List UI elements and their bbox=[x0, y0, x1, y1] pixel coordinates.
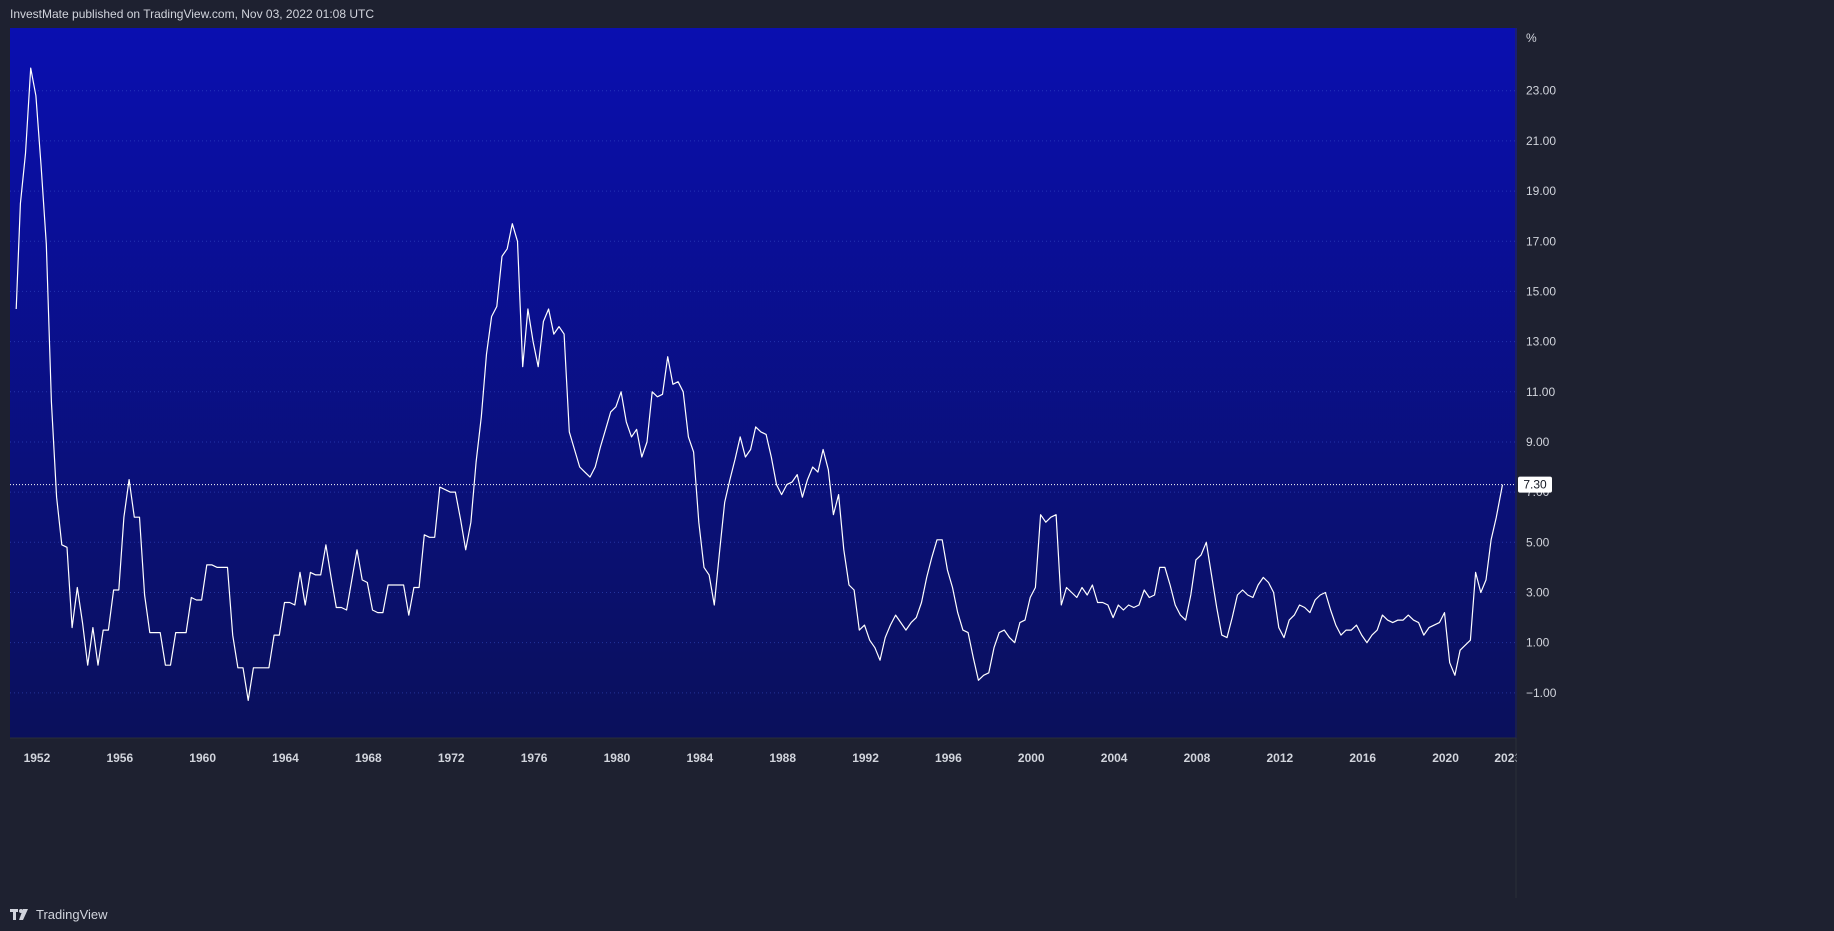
x-tick-label: 1988 bbox=[769, 751, 796, 765]
x-tick-label: 1952 bbox=[24, 751, 51, 765]
x-tick-label: 2016 bbox=[1349, 751, 1376, 765]
y-axis-band bbox=[1517, 28, 1814, 898]
brand-name: TradingView bbox=[36, 907, 108, 922]
x-tick-label: 1968 bbox=[355, 751, 382, 765]
x-tick-label: 2012 bbox=[1266, 751, 1293, 765]
gridlines bbox=[10, 90, 1516, 694]
y-tick-label: 3.00 bbox=[1526, 585, 1550, 599]
y-tick-label: 21.00 bbox=[1526, 134, 1556, 148]
tradingview-logo[interactable]: TradingView bbox=[10, 907, 108, 922]
x-tick-label: 1980 bbox=[604, 751, 631, 765]
x-tick-label: 1992 bbox=[852, 751, 879, 765]
last-value-tag bbox=[1518, 476, 1552, 493]
footer: TradingView bbox=[0, 898, 1834, 931]
x-tick-label: 2008 bbox=[1184, 751, 1211, 765]
y-tick-label: 11.00 bbox=[1526, 385, 1555, 399]
y-tick-label: 13.00 bbox=[1526, 335, 1556, 349]
y-tick-label: 15.00 bbox=[1526, 284, 1556, 298]
x-tick-label: 1964 bbox=[272, 751, 299, 765]
inflation-line-chart[interactable]: 1952 1956 1960 1964 1968 1972 1976 1980 1984 1988… bbox=[10, 28, 1814, 898]
x-tick-label: 1996 bbox=[935, 751, 962, 765]
series-group bbox=[15, 67, 1504, 701]
x-axis-band bbox=[10, 738, 1814, 898]
publish-header: InvestMate published on TradingView.com,… bbox=[0, 0, 1834, 28]
tradingview-logo-icon bbox=[10, 908, 32, 922]
y-tick-label: −1.00 bbox=[1526, 686, 1557, 700]
y-unit-label: % bbox=[1526, 31, 1537, 45]
y-tick-label: 9.00 bbox=[1526, 435, 1550, 449]
inflation-series-line bbox=[15, 67, 1504, 701]
x-tick-label: 1960 bbox=[189, 751, 216, 765]
y-tick-label: 19.00 bbox=[1526, 184, 1556, 198]
y-tick-label: 1.00 bbox=[1526, 636, 1550, 650]
last-value-group: 7.30 bbox=[10, 476, 1552, 493]
x-tick-label: 2023 bbox=[1494, 751, 1521, 765]
x-tick-label: 1956 bbox=[106, 751, 133, 765]
last-value-label: 7.30 bbox=[1523, 478, 1547, 492]
chart-frame[interactable]: 1952 1956 1960 1964 1968 1972 1976 1980 1984 1988… bbox=[10, 28, 1814, 898]
x-tick-label: 1984 bbox=[686, 751, 713, 765]
x-tick-label: 2000 bbox=[1018, 751, 1045, 765]
x-tick-label: 1972 bbox=[438, 751, 465, 765]
y-tick-label: 23.00 bbox=[1526, 84, 1556, 98]
x-tick-label: 1976 bbox=[521, 751, 548, 765]
y-axis: −1.001.003.005.007.009.0011.0013.0015.00… bbox=[1515, 28, 1814, 898]
x-axis: 1952 1956 1960 1964 1968 1972 1976 1980 1984 1988… bbox=[10, 737, 1814, 898]
x-tick-label: 2020 bbox=[1432, 751, 1459, 765]
y-tick-label: 17.00 bbox=[1526, 234, 1556, 248]
x-tick-label: 2004 bbox=[1101, 751, 1128, 765]
publish-text: InvestMate published on TradingView.com,… bbox=[10, 7, 374, 21]
y-tick-label: 5.00 bbox=[1526, 535, 1550, 549]
